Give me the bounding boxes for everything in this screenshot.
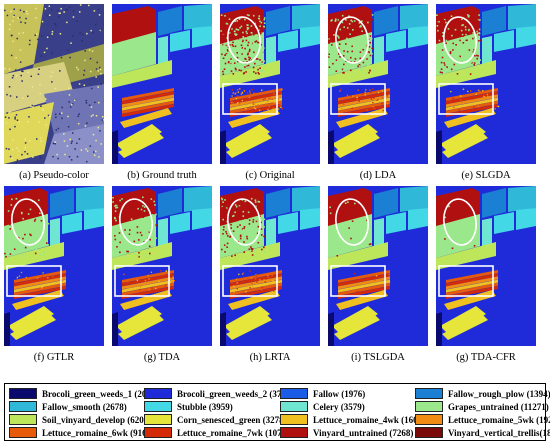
legend-label: Fallow (1976) [313,388,366,399]
classification-map-9 [328,186,428,346]
map-image [4,4,104,164]
legend-label: Fallow_rough_plow (1394) [448,388,550,399]
panel-caption: (g) TDA-CFR [456,352,516,363]
legend-swatch [9,401,37,412]
legend-swatch [144,401,172,412]
legend-swatch [415,401,443,412]
legend-item: Brocoli_green_weeds_2 (3726) [144,387,293,400]
legend-item: Vinyard_untrained (7268) [280,426,413,439]
classification-map-1 [4,4,104,164]
map-image [4,186,104,346]
map-image [436,186,536,346]
legend-label: Brocoli_green_weeds_1 (2009) [42,388,159,399]
legend-item: Fallow (1976) [280,387,365,400]
classification-map-2 [112,4,212,164]
legend-swatch [415,388,443,399]
legend-item: Lettuce_romaine_4wk (1608) [280,413,425,426]
legend-swatch [280,401,308,412]
panel-caption: (h) LRTA [249,352,291,363]
map-image [112,186,212,346]
panel-caption: (e) SLGDA [461,170,511,181]
legend-swatch [280,388,308,399]
legend-item: Brocoli_green_weeds_1 (2009) [9,387,158,400]
legend-swatch [144,427,172,438]
legend-label: Lettuce_romaine_7wk (1070) [177,427,290,438]
legend-label: Vinyard_vertical_trellis(1807) [448,427,550,438]
classification-map-5 [436,4,536,164]
panel-caption: (f) GTLR [33,352,75,363]
legend-swatch [415,414,443,425]
classification-map-3 [220,4,320,164]
legend-swatch [280,414,308,425]
legend-swatch [144,414,172,425]
legend-swatch [415,427,443,438]
legend-item: Celery (3579) [280,400,365,413]
panel-caption: (d) LDA [359,170,397,181]
legend-item: Soil_vinyard_develop (6203) [9,413,151,426]
panel-caption: (a) Pseudo-color [19,170,89,181]
panel-caption: (b) Ground truth [127,170,197,181]
legend-label: Corn_senesced_green (3278) [177,414,287,425]
legend-label: Celery (3579) [313,401,365,412]
legend-label: Grapes_untrained (11271) [448,401,549,412]
legend-label: Lettuce_romaine_6wk (916) [42,427,150,438]
legend-label: Fallow_smooth (2678) [42,401,127,412]
legend-item: Lettuce_romaine_5wk (1927) [415,413,550,426]
legend-swatch [9,388,37,399]
legend-label: Lettuce_romaine_4wk (1608) [313,414,426,425]
map-image [328,4,428,164]
legend-item: Fallow_rough_plow (1394) [415,387,550,400]
legend-swatch [9,427,37,438]
legend-item: Lettuce_romaine_7wk (1070) [144,426,289,439]
legend-label: Stubble (3959) [177,401,233,412]
legend-item: Lettuce_romaine_6wk (916) [9,426,150,439]
legend-swatch [144,388,172,399]
legend-item: Stubble (3959) [144,400,233,413]
classification-map-8 [220,186,320,346]
map-image [436,4,536,164]
legend-item: Fallow_smooth (2678) [9,400,127,413]
legend-item: Grapes_untrained (11271) [415,400,549,413]
classification-map-6 [4,186,104,346]
map-image [328,186,428,346]
map-image [220,186,320,346]
map-image [112,4,212,164]
class-legend: Brocoli_green_weeds_1 (2009) Brocoli_gree… [4,383,550,441]
legend-swatch [9,414,37,425]
legend-label: Brocoli_green_weeds_2 (3726) [177,388,294,399]
legend-label: Lettuce_romaine_5wk (1927) [448,414,550,425]
map-image [220,4,320,164]
legend-swatch [280,427,308,438]
legend-item: Corn_senesced_green (3278) [144,413,287,426]
classification-map-4 [328,4,428,164]
classification-map-7 [112,186,212,346]
legend-label: Soil_vinyard_develop (6203) [42,414,152,425]
legend-item: Vinyard_vertical_trellis(1807) [415,426,550,439]
panel-caption: (g) TDA [143,352,181,363]
legend-label: Vinyard_untrained (7268) [313,427,414,438]
panel-caption: (c) Original [245,170,295,181]
panel-caption: (i) TSLGDA [351,352,405,363]
classification-map-10 [436,186,536,346]
